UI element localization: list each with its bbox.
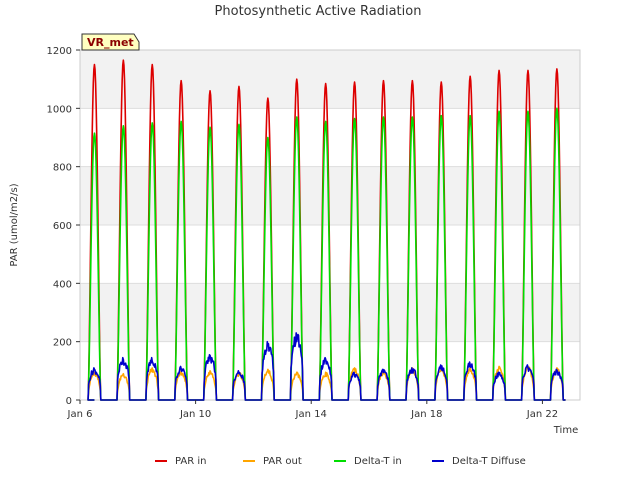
site-label-background — [81, 33, 140, 51]
y-tick-label: 200 — [53, 338, 72, 349]
y-tick-label: 0 — [66, 396, 72, 407]
x-tick-label: Jan 22 — [526, 409, 558, 420]
x-tick-label: Jan 18 — [410, 409, 442, 420]
x-tick-label: Jan 10 — [179, 409, 211, 420]
y-tick-label: 1000 — [47, 104, 72, 115]
background-band — [80, 50, 580, 109]
legend-label: PAR out — [263, 456, 302, 467]
series-line-delta-t-in — [87, 107, 566, 401]
legend-label: Delta-T Diffuse — [452, 456, 526, 467]
y-tick-label: 600 — [53, 221, 72, 232]
y-tick-label: 800 — [53, 163, 72, 174]
y-axis-title: PAR (umol/m2/s) — [9, 183, 20, 266]
legend-label: Delta-T in — [354, 456, 402, 467]
x-tick-label: Jan 6 — [67, 409, 93, 420]
series-layer — [87, 59, 566, 401]
legend: PAR in PAR out Delta-T in Delta-T Diffuse — [155, 456, 526, 467]
legend-label: PAR in — [175, 456, 206, 467]
y-tick-label: 1200 — [47, 46, 72, 57]
site-label-box: VR_met — [81, 33, 140, 51]
site-label: VR_met — [87, 36, 134, 49]
y-tick-label: 400 — [53, 279, 72, 290]
y-axis: 0 200 400 600 800 1000 1200 — [47, 46, 80, 407]
chart-title: Photosynthetic Active Radiation — [215, 4, 422, 19]
x-tick-label: Jan 14 — [295, 409, 327, 420]
x-axis: Jan 6 Jan 10 Jan 14 Jan 18 Jan 22 — [67, 400, 558, 420]
series-line-delta-t-diffuse — [87, 332, 566, 401]
x-axis-title: Time — [553, 425, 578, 436]
